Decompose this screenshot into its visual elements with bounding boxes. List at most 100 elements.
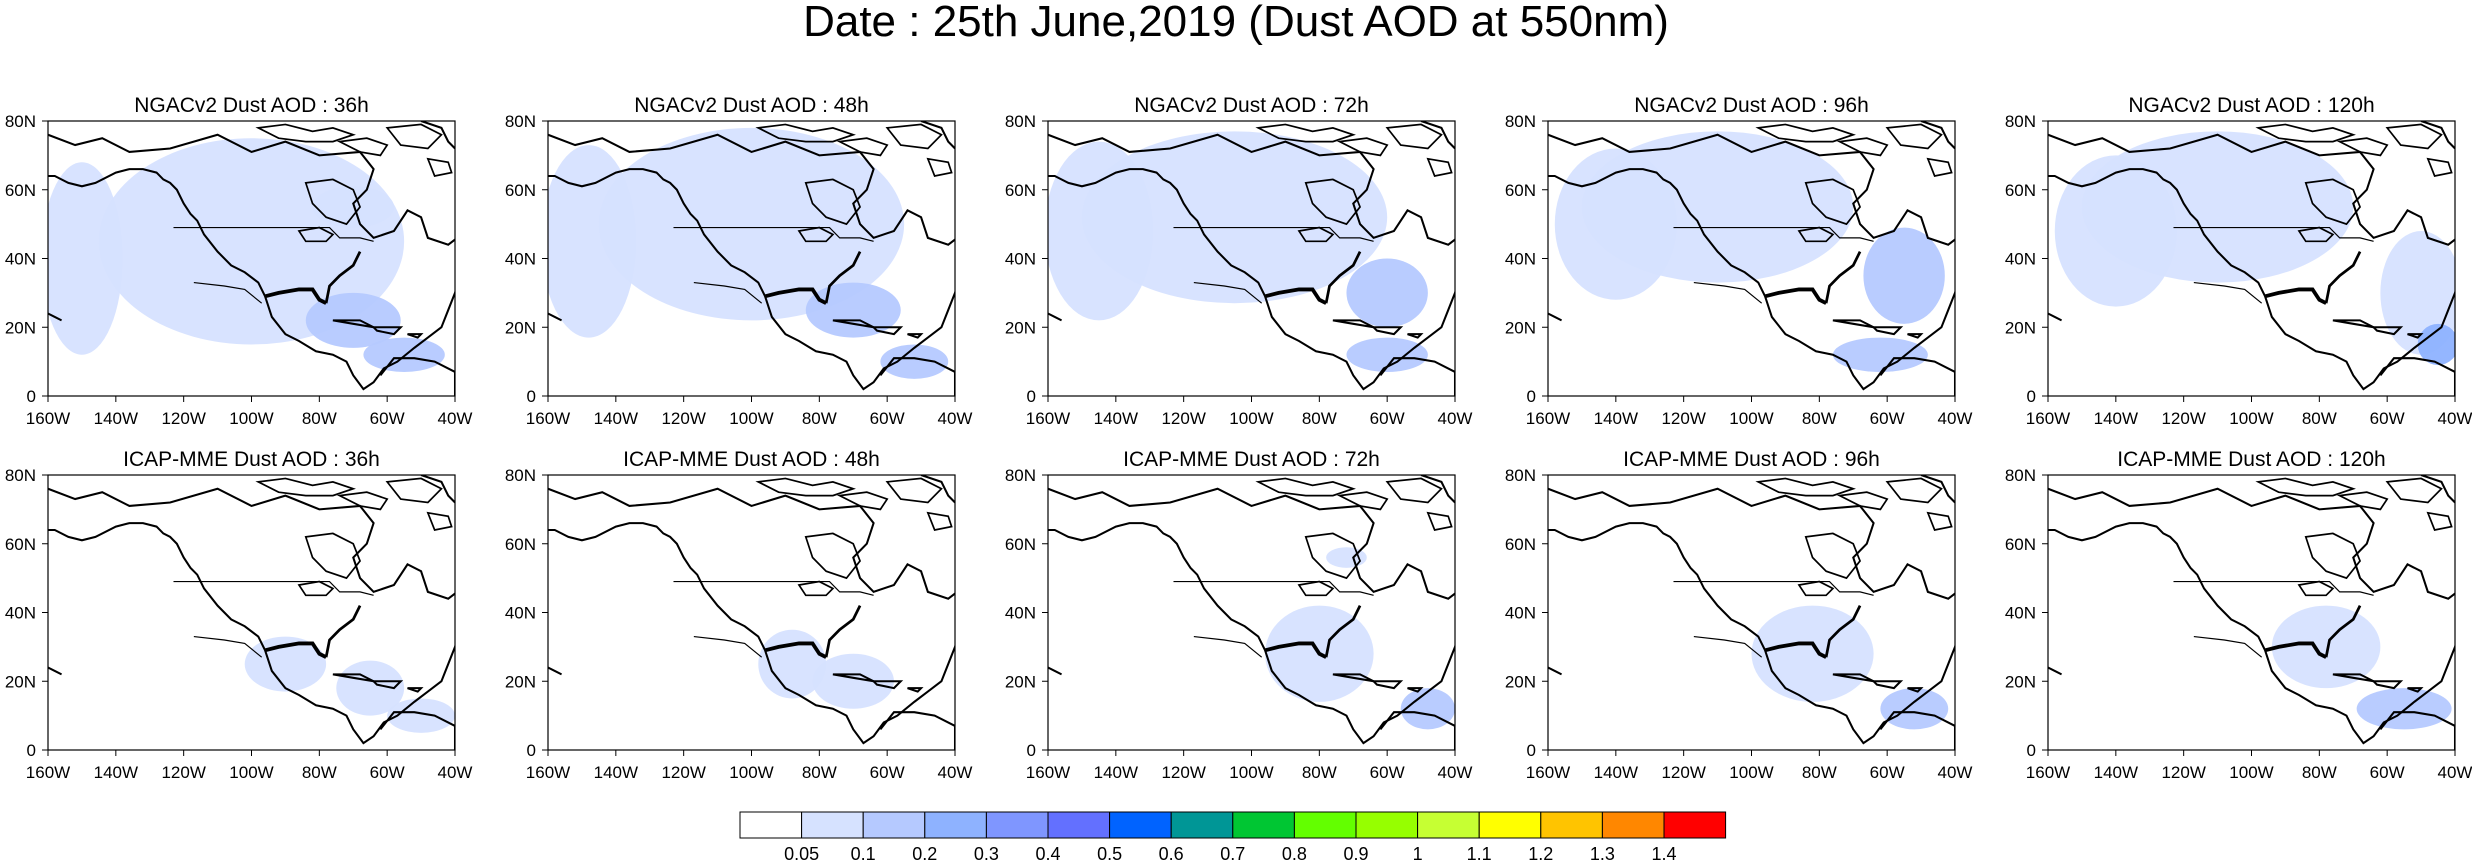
y-tick-label: 60N <box>1505 535 1536 554</box>
map-panel: NGACv2 Dust AOD : 96h 160W 140W 120W 100W 80W… <box>1505 94 1973 428</box>
y-tick-label: 0 <box>1527 741 1536 760</box>
panel-title: NGACv2 Dust AOD : 120h <box>2128 94 2374 117</box>
x-tick-label: 40W <box>1938 763 1973 782</box>
y-tick-label: 0 <box>2027 741 2036 760</box>
y-tick-label: 0 <box>1027 387 1036 406</box>
x-tick-label: 140W <box>1594 409 1638 428</box>
x-tick-label: 60W <box>2370 763 2405 782</box>
x-tick-label: 80W <box>2302 409 2337 428</box>
x-tick-label: 80W <box>1802 409 1837 428</box>
x-tick-label: 160W <box>26 763 70 782</box>
coastline <box>48 475 455 750</box>
coastline <box>1548 475 1955 750</box>
x-tick-label: 40W <box>938 409 973 428</box>
y-tick-label: 80N <box>1005 112 1036 131</box>
colorbar-swatch <box>801 811 864 839</box>
colorbar-label: 0.5 <box>1097 844 1122 862</box>
x-tick-label: 120W <box>2161 409 2205 428</box>
x-tick-label: 60W <box>1870 763 1905 782</box>
x-tick-label: 100W <box>2229 409 2273 428</box>
aod-shading <box>1581 131 1854 283</box>
x-tick-label: 40W <box>1438 409 1473 428</box>
x-tick-label: 120W <box>1661 763 1705 782</box>
x-tick-label: 40W <box>1438 763 1473 782</box>
x-tick-label: 60W <box>870 763 905 782</box>
x-tick-label: 60W <box>2370 409 2405 428</box>
coastline <box>2048 475 2455 750</box>
colorbar-label: 1.3 <box>1590 844 1615 862</box>
y-tick-label: 20N <box>2005 318 2036 337</box>
aod-shading <box>2356 688 2452 730</box>
colorbar-label: 1 <box>1413 844 1423 862</box>
x-tick-label: 120W <box>161 763 205 782</box>
x-tick-label: 100W <box>1729 409 1773 428</box>
aod-shading <box>2271 605 2381 689</box>
panel-title: ICAP-MME Dust AOD : 36h <box>123 448 380 471</box>
x-tick-label: 160W <box>1026 763 1070 782</box>
map-panel: ICAP-MME Dust AOD : 120h 160W 140W 120W 100W… <box>2005 448 2472 782</box>
colorbar-swatch <box>1232 811 1295 839</box>
aod-shading <box>387 698 455 733</box>
x-tick-label: 100W <box>1729 763 1773 782</box>
y-tick-label: 40N <box>1005 604 1036 623</box>
colorbar-label: 1.1 <box>1467 844 1492 862</box>
y-tick-label: 60N <box>2005 181 2036 200</box>
x-tick-label: 160W <box>1526 409 1570 428</box>
x-tick-label: 60W <box>370 763 405 782</box>
aod-shading <box>48 162 123 355</box>
aod-shading <box>363 337 445 372</box>
panel-frame <box>1047 474 1456 751</box>
y-tick-label: 60N <box>1505 181 1536 200</box>
y-tick-label: 20N <box>1505 672 1536 691</box>
map-panel: NGACv2 Dust AOD : 36h 160W 140W 120W 100W 80W… <box>5 94 473 428</box>
colorbar-swatch <box>1601 811 1665 839</box>
x-tick-label: 140W <box>2094 409 2138 428</box>
map-panel: NGACv2 Dust AOD : 48h 160W 140W 120W 100W 80W… <box>505 94 973 428</box>
aod-shading <box>1346 337 1428 372</box>
colorbar-swatch <box>1355 811 1419 839</box>
y-tick-label: 0 <box>27 741 36 760</box>
x-tick-label: 60W <box>1370 763 1405 782</box>
x-tick-label: 160W <box>1526 763 1570 782</box>
x-tick-label: 80W <box>1802 763 1837 782</box>
y-tick-label: 80N <box>1005 466 1036 485</box>
colorbar-swatch <box>1540 811 1603 839</box>
y-tick-label: 20N <box>5 318 36 337</box>
y-tick-label: 0 <box>1027 741 1036 760</box>
aod-shading <box>1400 688 1455 730</box>
y-tick-label: 0 <box>27 387 36 406</box>
map-panel: ICAP-MME Dust AOD : 48h 160W 140W 120W 100W 8… <box>505 448 973 782</box>
colorbar-swatch <box>985 811 1049 839</box>
x-tick-label: 140W <box>94 409 138 428</box>
y-tick-label: 80N <box>505 112 536 131</box>
panel-title: NGACv2 Dust AOD : 96h <box>1634 94 1869 117</box>
x-tick-label: 160W <box>2026 409 2070 428</box>
y-tick-label: 0 <box>527 387 536 406</box>
panel-title: NGACv2 Dust AOD : 36h <box>134 94 369 117</box>
colorbar-swatch <box>1417 811 1480 839</box>
x-tick-label: 40W <box>438 409 473 428</box>
x-tick-label: 100W <box>229 409 273 428</box>
panel-title: ICAP-MME Dust AOD : 72h <box>1123 448 1380 471</box>
colorbar-label: 0.7 <box>1220 844 1245 862</box>
colorbar-label: 0.2 <box>912 844 937 862</box>
x-tick-label: 120W <box>161 409 205 428</box>
y-tick-label: 40N <box>5 250 36 269</box>
x-tick-label: 140W <box>1094 409 1138 428</box>
x-tick-label: 100W <box>729 409 773 428</box>
y-tick-label: 80N <box>2005 112 2036 131</box>
map-panel: NGACv2 Dust AOD : 72h 160W 140W 120W 100W 80W… <box>1005 94 1473 428</box>
y-tick-label: 80N <box>5 466 36 485</box>
aod-shading <box>1880 688 1949 730</box>
y-tick-label: 20N <box>1005 318 1036 337</box>
panel-title: ICAP-MME Dust AOD : 96h <box>1623 448 1880 471</box>
x-tick-label: 120W <box>1161 763 1205 782</box>
colorbar-swatch <box>924 811 987 839</box>
map-panel: ICAP-MME Dust AOD : 96h 160W 140W 120W 100W 8… <box>1505 448 1973 782</box>
colorbar-swatch <box>862 811 926 839</box>
panel-frame <box>547 474 956 751</box>
y-tick-label: 80N <box>2005 466 2036 485</box>
aod-shading <box>812 653 894 709</box>
colorbar-swatch <box>1170 811 1234 839</box>
